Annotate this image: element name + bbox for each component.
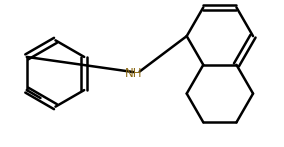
Text: NH: NH [125,67,142,80]
